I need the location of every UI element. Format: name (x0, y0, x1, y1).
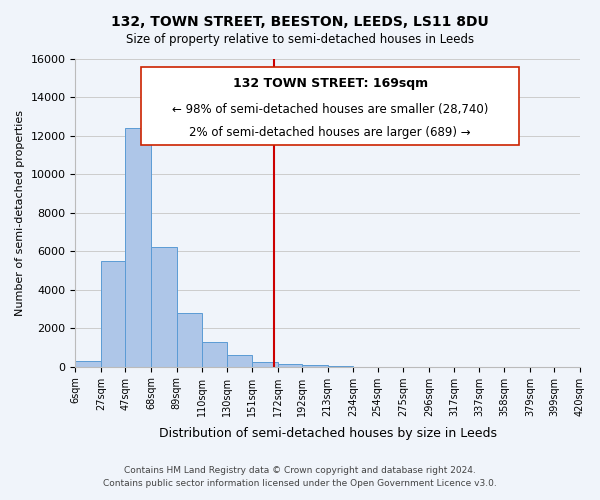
Y-axis label: Number of semi-detached properties: Number of semi-detached properties (15, 110, 25, 316)
Bar (227, 355, 252, 366)
Bar (302, 364, 328, 366)
Text: ← 98% of semi-detached houses are smaller (28,740): ← 98% of semi-detached houses are smalle… (172, 104, 488, 117)
FancyBboxPatch shape (141, 66, 520, 145)
Bar (176, 313, 202, 366)
Text: Contains HM Land Registry data © Crown copyright and database right 2024.
Contai: Contains HM Land Registry data © Crown c… (103, 466, 497, 487)
Bar (252, 362, 278, 366)
Text: 2% of semi-detached houses are larger (689) →: 2% of semi-detached houses are larger (6… (190, 126, 471, 140)
X-axis label: Distribution of semi-detached houses by size in Leeds: Distribution of semi-detached houses by … (159, 427, 497, 440)
Text: Size of property relative to semi-detached houses in Leeds: Size of property relative to semi-detach… (126, 32, 474, 46)
Bar (101, 261, 125, 366)
Text: 132, TOWN STREET, BEESTON, LEEDS, LS11 8DU: 132, TOWN STREET, BEESTON, LEEDS, LS11 8… (111, 15, 489, 29)
Bar (151, 248, 176, 366)
Bar (76, 361, 101, 366)
Bar (202, 342, 227, 366)
Bar (278, 364, 302, 366)
Text: 132 TOWN STREET: 169sqm: 132 TOWN STREET: 169sqm (233, 77, 428, 90)
Bar (125, 128, 151, 366)
